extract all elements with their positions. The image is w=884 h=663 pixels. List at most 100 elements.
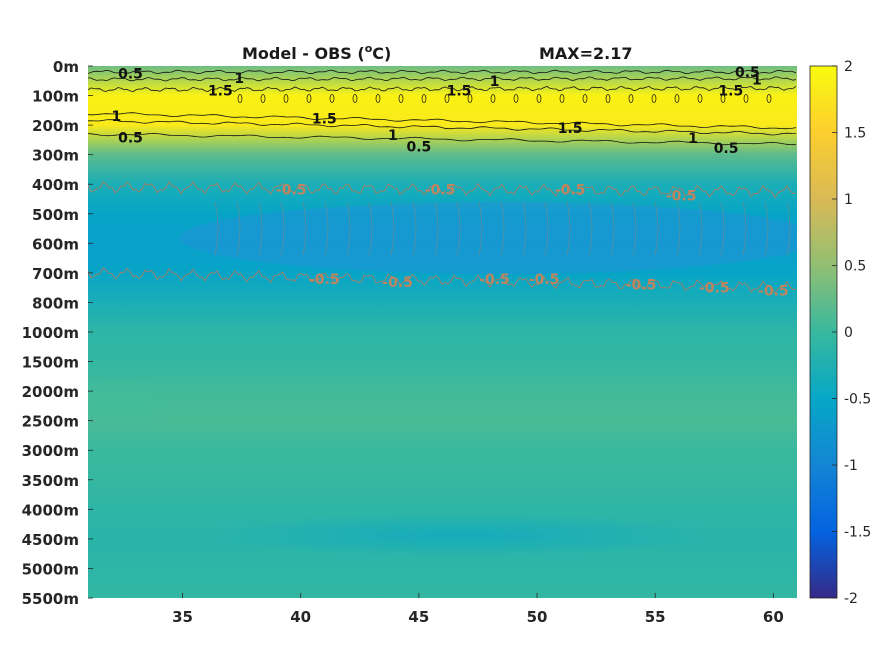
y-tick-label: 300m bbox=[32, 147, 79, 165]
contour-line bbox=[588, 201, 593, 256]
max-label: MAX=2.17 bbox=[539, 44, 633, 63]
y-tick-label: 1500m bbox=[22, 354, 79, 372]
contour-line bbox=[582, 94, 588, 103]
colorbar-tick-label: -1 bbox=[844, 458, 858, 474]
contour-lines bbox=[88, 69, 797, 294]
contour-line bbox=[352, 94, 358, 103]
y-tick-label: 5500m bbox=[22, 590, 79, 608]
abyss-cool-patch bbox=[200, 513, 720, 557]
y-tick-label: 4000m bbox=[22, 501, 79, 519]
contour-line bbox=[368, 201, 373, 256]
x-tick-label: 60 bbox=[763, 608, 784, 626]
contour-line bbox=[260, 94, 266, 103]
cool-core-patch bbox=[180, 202, 797, 274]
x-tick-label: 50 bbox=[527, 608, 548, 626]
contour-label: 1.5 bbox=[558, 121, 583, 137]
contour-line bbox=[88, 76, 797, 82]
contour-line bbox=[478, 201, 483, 256]
contour-label: 1 bbox=[388, 128, 398, 144]
contour-line bbox=[421, 94, 427, 103]
contour-line bbox=[88, 267, 797, 294]
contour-line bbox=[434, 201, 439, 256]
contour-line bbox=[280, 201, 285, 256]
contour-line bbox=[398, 94, 404, 103]
contour-line bbox=[88, 85, 797, 93]
contour-line bbox=[628, 94, 634, 103]
contour-label: -0.5 bbox=[555, 183, 586, 199]
y-tick-label: 600m bbox=[32, 235, 79, 253]
contour-line bbox=[500, 201, 505, 256]
contour-line bbox=[698, 201, 703, 256]
contour-line bbox=[676, 201, 681, 256]
contour-label: 1.5 bbox=[312, 112, 337, 128]
contour-line bbox=[412, 201, 417, 256]
contour-line bbox=[720, 94, 726, 103]
contour-line bbox=[88, 132, 796, 146]
contour-line bbox=[88, 119, 797, 136]
contour-line bbox=[742, 201, 747, 256]
contour-line bbox=[390, 201, 395, 256]
contour-line bbox=[720, 201, 725, 256]
contour-line bbox=[456, 201, 461, 256]
contour-label: 0.5 bbox=[118, 66, 143, 82]
x-tick-label: 35 bbox=[172, 608, 193, 626]
contour-label: 0.5 bbox=[714, 141, 739, 157]
plot-area: 0.5 11.511.50.511.51 1.51.50.5 10.510.5-0.5… bbox=[88, 65, 797, 598]
contour-line bbox=[522, 201, 527, 256]
deep-warm-patch bbox=[88, 377, 180, 433]
contour-line bbox=[674, 94, 680, 103]
contour-line bbox=[544, 201, 549, 256]
y-tick-label: 700m bbox=[32, 265, 79, 283]
contour-line bbox=[302, 201, 307, 256]
contour-line bbox=[536, 94, 542, 103]
y-axis: 0m 100m 200m 300m 400m 500m 600m 700m 800m 1000m 1… bbox=[22, 58, 93, 608]
contour-line bbox=[324, 201, 329, 256]
colorbar-tick-label: 2 bbox=[844, 59, 853, 75]
contour-label: -0.5 bbox=[666, 188, 697, 204]
contour-line bbox=[237, 94, 243, 103]
contour-line bbox=[88, 181, 796, 199]
contour-line bbox=[559, 94, 565, 103]
colorbar-tick-label: 1.5 bbox=[844, 126, 866, 142]
contour-line bbox=[566, 201, 571, 256]
contour-line bbox=[764, 201, 769, 256]
contour-line bbox=[766, 94, 772, 103]
contour-label: 0.5 bbox=[118, 131, 143, 147]
colorbar: 2 1.5 1 0.5 0 -0.5 -1 -1.5 -2 bbox=[809, 59, 871, 607]
contour-label: 1 bbox=[111, 109, 121, 125]
contour-line bbox=[88, 112, 797, 130]
y-tick-label: 3500m bbox=[22, 472, 79, 490]
contour-line bbox=[346, 201, 351, 256]
contour-line bbox=[88, 69, 797, 75]
colorbar-ticks: 2 1.5 1 0.5 0 -0.5 -1 -1.5 -2 bbox=[832, 59, 871, 607]
contour-line bbox=[632, 201, 637, 256]
contour-label: -0.5 bbox=[425, 183, 456, 199]
contour-line bbox=[605, 94, 611, 103]
colorbar-tick-label: -2 bbox=[844, 591, 858, 607]
colorbar-tick-label: 0 bbox=[844, 325, 853, 341]
contour-line bbox=[329, 94, 335, 103]
contour-line bbox=[306, 94, 312, 103]
contour-label: -0.5 bbox=[382, 275, 413, 291]
y-tick-label: 400m bbox=[32, 176, 79, 194]
contour-line bbox=[513, 94, 519, 103]
contour-label: 1.5 bbox=[718, 84, 743, 100]
x-axis: 35 40 45 50 55 60 bbox=[172, 593, 784, 626]
chart-title: Model - OBS (oC) bbox=[242, 42, 391, 63]
colorbar-tick-label: 0.5 bbox=[844, 259, 866, 275]
contour-line bbox=[743, 94, 749, 103]
contour-line bbox=[236, 201, 241, 256]
contour-label: 1 bbox=[490, 74, 500, 90]
x-tick-label: 40 bbox=[290, 608, 311, 626]
contour-label: -0.5 bbox=[529, 272, 560, 288]
contour-line bbox=[258, 201, 263, 256]
contour-line bbox=[214, 201, 219, 256]
contour-label: -0.5 bbox=[479, 272, 510, 288]
y-tick-label: 800m bbox=[32, 294, 79, 312]
contour-label: 1 bbox=[752, 72, 762, 88]
y-tick-label: 200m bbox=[32, 117, 79, 135]
contour-label: 0.5 bbox=[735, 65, 760, 81]
y-tick-label: 2500m bbox=[22, 413, 79, 431]
contour-label: 1.5 bbox=[208, 84, 233, 100]
